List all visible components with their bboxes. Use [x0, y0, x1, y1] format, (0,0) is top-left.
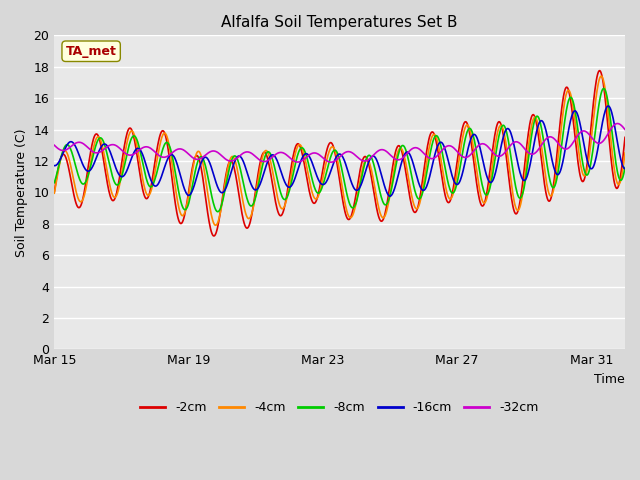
-2cm	[51, 190, 58, 195]
-32cm	[166, 152, 173, 157]
Title: Alfalfa Soil Temperatures Set B: Alfalfa Soil Temperatures Set B	[221, 15, 458, 30]
-4cm	[51, 191, 58, 196]
-8cm	[621, 165, 629, 170]
-16cm	[346, 175, 354, 180]
-2cm	[621, 134, 629, 140]
-32cm	[488, 148, 495, 154]
-2cm	[488, 158, 495, 164]
-4cm	[347, 215, 355, 221]
Line: -16cm: -16cm	[54, 106, 625, 196]
-32cm	[347, 149, 355, 155]
-4cm	[395, 147, 403, 153]
-8cm	[51, 180, 58, 186]
Y-axis label: Soil Temperature (C): Soil Temperature (C)	[15, 128, 28, 257]
X-axis label: Time: Time	[595, 372, 625, 386]
-16cm	[166, 153, 173, 158]
-32cm	[395, 157, 403, 163]
-8cm	[488, 179, 495, 185]
Text: TA_met: TA_met	[66, 45, 116, 58]
-4cm	[166, 146, 173, 152]
-32cm	[51, 143, 58, 148]
-32cm	[116, 145, 124, 151]
-4cm	[116, 183, 124, 189]
-32cm	[621, 127, 629, 132]
-4cm	[488, 170, 495, 176]
Line: -8cm: -8cm	[54, 88, 625, 212]
-2cm	[127, 126, 135, 132]
-16cm	[488, 180, 495, 185]
-8cm	[214, 209, 221, 215]
-16cm	[604, 103, 612, 109]
-2cm	[395, 143, 403, 148]
-16cm	[127, 156, 135, 162]
-2cm	[116, 175, 124, 181]
Line: -4cm: -4cm	[54, 76, 625, 225]
-8cm	[127, 136, 135, 142]
-16cm	[395, 170, 403, 176]
-16cm	[621, 166, 629, 172]
-2cm	[166, 158, 173, 164]
-8cm	[347, 203, 355, 209]
-4cm	[597, 73, 605, 79]
-32cm	[614, 120, 621, 126]
-16cm	[116, 172, 124, 178]
-16cm	[386, 193, 394, 199]
Legend: -2cm, -4cm, -8cm, -16cm, -32cm: -2cm, -4cm, -8cm, -16cm, -32cm	[136, 396, 544, 420]
Line: -32cm: -32cm	[54, 123, 625, 162]
-2cm	[210, 233, 218, 239]
-4cm	[621, 150, 629, 156]
Line: -2cm: -2cm	[54, 71, 625, 236]
-8cm	[600, 85, 608, 91]
-4cm	[211, 222, 219, 228]
-32cm	[327, 159, 335, 165]
-8cm	[395, 150, 403, 156]
-32cm	[127, 152, 135, 158]
-2cm	[596, 68, 604, 73]
-4cm	[127, 128, 135, 134]
-16cm	[51, 163, 58, 168]
-8cm	[166, 144, 173, 150]
-8cm	[116, 180, 124, 186]
-2cm	[347, 215, 355, 221]
